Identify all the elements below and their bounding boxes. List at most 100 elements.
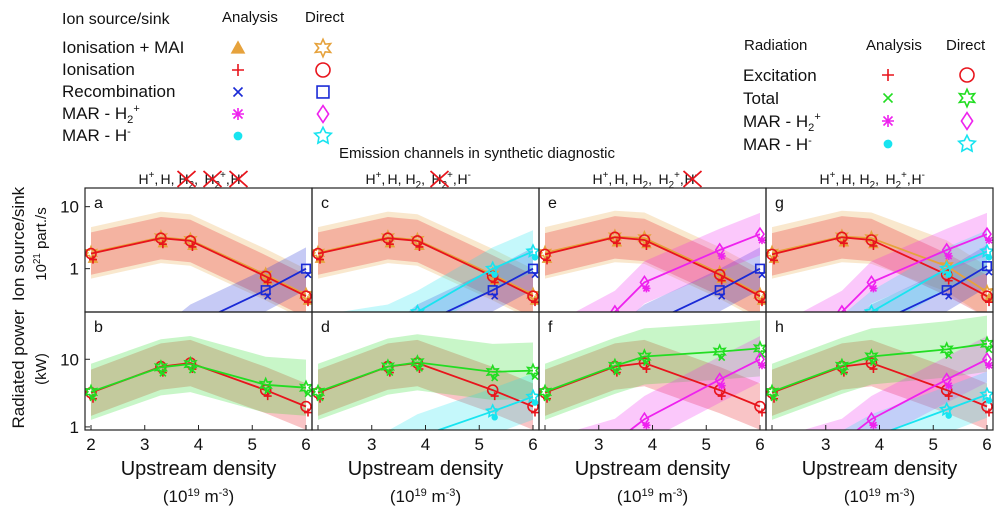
data-point-analysis: [985, 346, 993, 354]
uncertainty-band: [772, 315, 987, 420]
data-point-direct: [766, 468, 778, 479]
radiation-legend-title: Radiation: [744, 37, 807, 54]
data-point-direct: [754, 400, 766, 413]
data-point-analysis: [945, 292, 953, 300]
x-tick-label: 5: [248, 435, 257, 454]
ion-legend-direct-circle-icon: [315, 62, 331, 78]
uncertainty-band: [408, 247, 533, 312]
data-point-direct: [312, 247, 324, 260]
radiation-legend-label: Total: [743, 89, 779, 108]
series-line: [612, 233, 761, 312]
data-point-direct: [525, 388, 539, 404]
data-point-direct: [485, 363, 500, 381]
channel-label: H,: [388, 171, 402, 187]
data-point-analysis: [386, 369, 394, 377]
ion-legend-analysis-asterisk-icon: [232, 108, 244, 120]
data-point-analysis: [718, 354, 726, 362]
data-point-analysis: [717, 392, 726, 401]
data-point-analysis: [985, 408, 993, 417]
series-line: [317, 361, 534, 393]
data-point-direct: [525, 243, 539, 258]
uncertainty-band: [862, 244, 987, 312]
data-point-analysis: [89, 394, 97, 402]
data-point-analysis: [758, 408, 766, 417]
data-point-direct: [312, 383, 326, 401]
ion-legend-analysis-header: Analysis: [222, 9, 278, 26]
data-point-analysis: [985, 361, 993, 370]
ion-legend-direct-diamond-icon: [316, 104, 330, 124]
data-point-analysis: [543, 464, 551, 472]
data-point-analysis: [869, 421, 878, 430]
series-line: [771, 235, 988, 293]
data-point-analysis: [318, 340, 323, 345]
x-tick-label: 6: [755, 435, 764, 454]
data-point-direct: [865, 234, 878, 246]
x-axis-unit: (1019 m-3): [163, 487, 234, 506]
data-point-analysis: [491, 374, 499, 382]
data-point-direct: [85, 247, 97, 260]
data-point-direct: [938, 401, 955, 417]
panel-c: c: [311, 187, 540, 345]
data-point-analysis: [543, 351, 551, 359]
uncertainty-band: [181, 247, 306, 312]
data-point-analysis: [871, 316, 876, 321]
channel-label: H,: [161, 171, 175, 187]
channel-label: H,: [842, 171, 856, 187]
data-point-analysis: [531, 254, 539, 261]
x-tick-label: 6: [301, 435, 310, 454]
panel-b: b 1 10 2 3 4 5 6: [60, 311, 313, 454]
y-tick-label: 1: [70, 260, 79, 279]
radiation-legend-analysis-plus-icon: [882, 69, 894, 81]
data-point-direct: [638, 357, 651, 369]
data-point-direct: [411, 235, 424, 247]
radiation-legend-direct-diamond-icon: [960, 111, 974, 131]
data-point-direct: [637, 348, 652, 365]
channel-label: H+,: [820, 170, 840, 187]
series-line: [436, 395, 534, 430]
data-point-analysis: [758, 236, 766, 245]
data-point-direct: [766, 248, 778, 261]
series-line: [771, 342, 988, 393]
data-point-direct: [484, 260, 501, 276]
uncertainty-band: [802, 212, 987, 312]
uncertainty-band: [91, 339, 306, 430]
data-point-analysis: [491, 292, 499, 300]
data-point-direct: [413, 322, 422, 331]
panel-letter: a: [94, 195, 103, 212]
series-line: [839, 233, 988, 312]
ion-legend-label: Ionisation: [62, 60, 135, 79]
ion-legend-title: Ion source/sink: [62, 11, 171, 28]
panel-d: d 3 4 5 6: [311, 311, 540, 479]
data-point-direct: [409, 304, 426, 312]
data-point-analysis: [188, 366, 197, 374]
channel-label: H2+,: [205, 170, 230, 191]
y-axis-label-bottom: Radiated power (kW): [9, 309, 50, 428]
series-line: [628, 358, 761, 430]
data-point-direct: [184, 235, 197, 247]
uncertainty-band: [845, 230, 987, 312]
uncertainty-band: [339, 230, 533, 312]
data-point-analysis: [491, 271, 498, 278]
data-point-analysis: [159, 369, 167, 377]
channel-label: H2,: [406, 171, 425, 191]
radiation-legend-label: MAR - H2+: [743, 111, 821, 134]
radiation-legend-direct-pentagram-icon: [956, 133, 978, 153]
channel-label: H2,: [179, 171, 198, 191]
x-tick-label: 2: [86, 435, 95, 454]
data-point-direct: [298, 379, 312, 396]
radiation-legend-direct-header: Direct: [946, 37, 986, 54]
data-point-direct: [312, 468, 324, 479]
data-point-analysis: [642, 284, 651, 293]
series-line: [544, 347, 761, 393]
crossed-out-icon: [228, 170, 249, 188]
data-point-analysis: [612, 239, 621, 248]
data-point-analysis: [263, 278, 272, 287]
ion-legend-analysis-triangle-icon: [230, 40, 246, 54]
data-point-analysis: [758, 361, 766, 370]
data-point-direct: [153, 359, 169, 376]
data-point-analysis: [770, 256, 778, 265]
data-point-analysis: [543, 394, 551, 402]
series-line: [869, 250, 988, 312]
uncertainty-band: [318, 211, 533, 312]
uncertainty-band: [803, 336, 987, 430]
